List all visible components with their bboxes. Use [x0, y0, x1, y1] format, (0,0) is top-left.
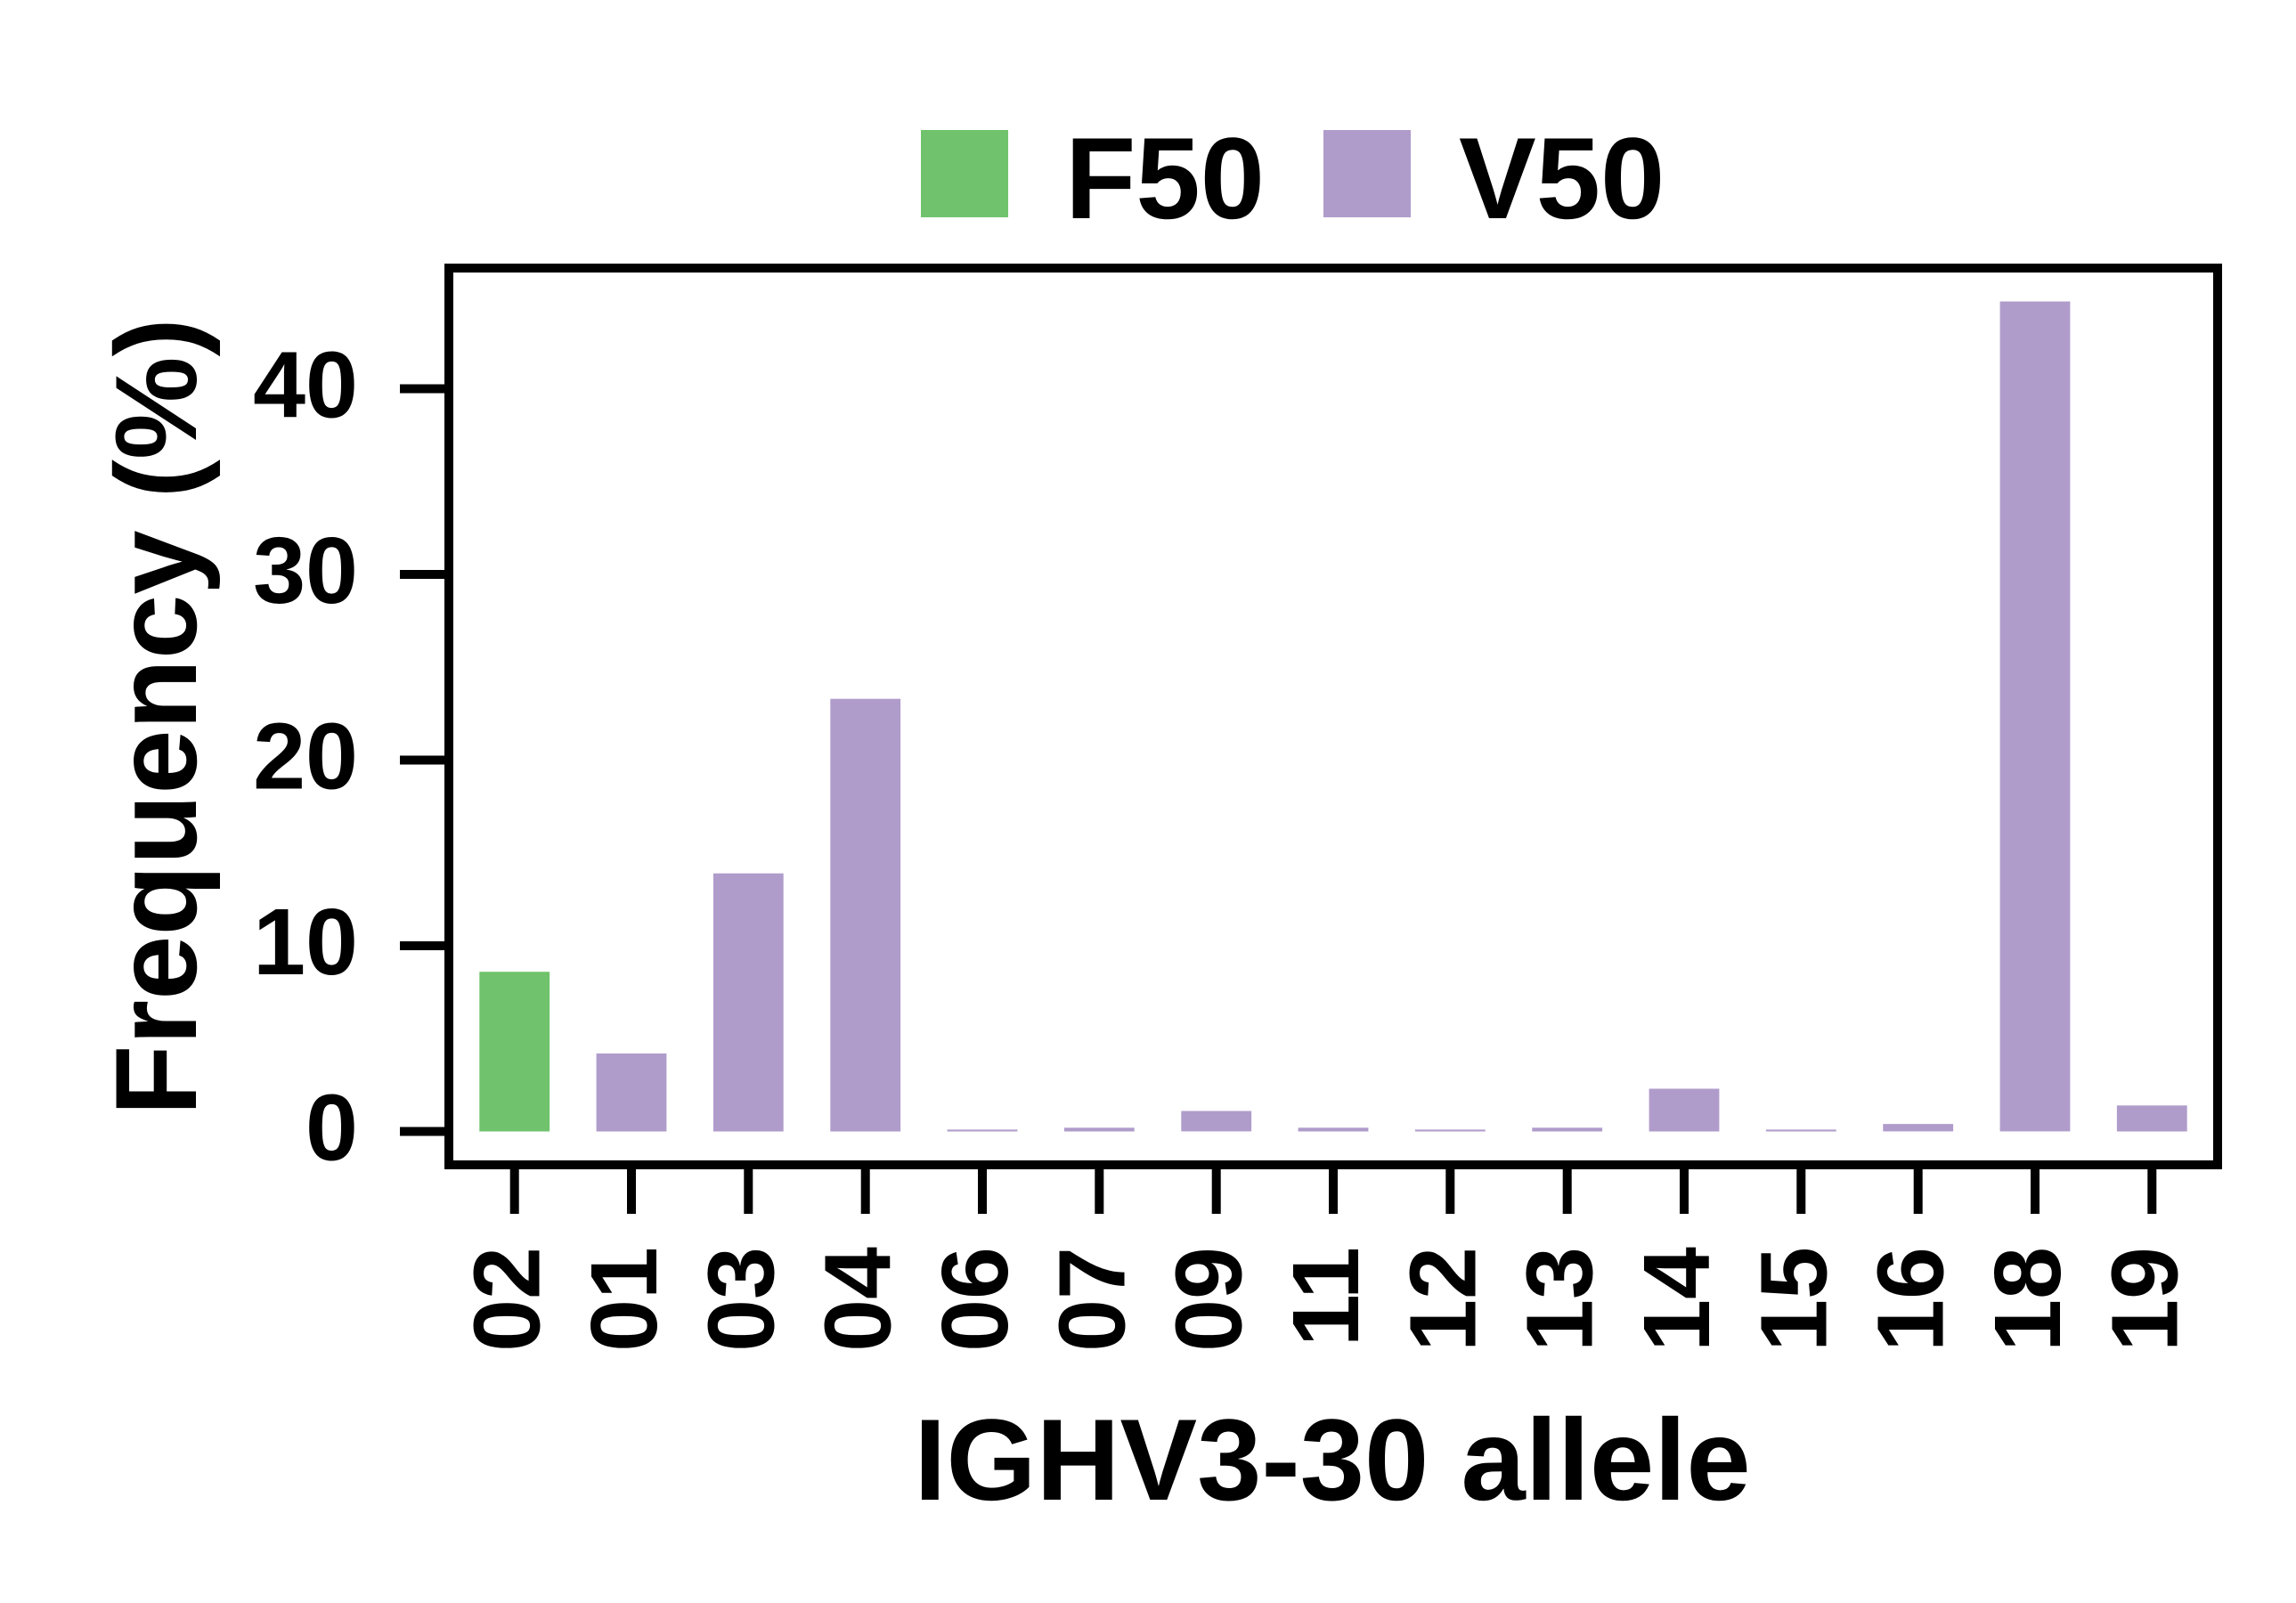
bar-01	[596, 1053, 667, 1132]
x-tick-label-06: 06	[923, 1247, 1028, 1352]
bar-15	[1765, 1129, 1836, 1132]
x-tick-label-14: 14	[1624, 1247, 1730, 1352]
bar-12	[1414, 1129, 1486, 1132]
legend-label-v50: V50	[1459, 113, 1665, 243]
x-tick-label-13: 13	[1508, 1247, 1613, 1352]
y-tick-label-30: 30	[253, 518, 358, 623]
y-tick-label-40: 40	[253, 333, 358, 438]
plot-frame	[444, 264, 2222, 1169]
bars	[479, 301, 2187, 1132]
bar-18	[1999, 301, 2071, 1132]
bar-19	[2116, 1105, 2187, 1132]
x-tick-label-16: 16	[1859, 1247, 1964, 1352]
bar-11	[1298, 1127, 1369, 1132]
legend-swatch-v50	[1323, 130, 1411, 217]
y-tick-label-0: 0	[305, 1076, 358, 1181]
bar-13	[1532, 1127, 1603, 1132]
x-tick-label-03: 03	[688, 1247, 794, 1352]
x-tick-label-09: 09	[1157, 1247, 1262, 1352]
x-tick-label-11: 11	[1274, 1247, 1379, 1347]
bar-04	[830, 698, 901, 1132]
x-tick-label-07: 07	[1039, 1247, 1144, 1352]
x-tick-label-01: 01	[572, 1247, 677, 1352]
bar-03	[712, 873, 784, 1132]
bar-06	[947, 1129, 1018, 1132]
y-axis: 0 10 20 30 40	[253, 333, 449, 1181]
x-tick-label-19: 19	[2092, 1247, 2197, 1352]
legend: F50 V50	[921, 113, 1665, 243]
x-tick-label-18: 18	[1975, 1247, 2080, 1352]
legend-label-f50: F50	[1065, 113, 1265, 243]
bar-16	[1883, 1124, 1954, 1132]
x-tick-label-02: 02	[455, 1247, 560, 1352]
x-tick-label-12: 12	[1390, 1247, 1495, 1352]
bar-09	[1181, 1111, 1252, 1132]
x-tick-label-04: 04	[806, 1247, 911, 1352]
x-axis-title: IGHV3-30 allele	[914, 1395, 1750, 1525]
x-axis: 02 01 03 04 06 07 09 11 12 13 14 15 16 18 19	[455, 1165, 2197, 1352]
y-axis-title: Frequency (%)	[91, 318, 221, 1116]
y-tick-label-10: 10	[253, 890, 358, 995]
bar-02	[479, 972, 550, 1132]
legend-swatch-f50	[921, 130, 1008, 217]
bar-14	[1649, 1088, 1720, 1132]
bar-07	[1063, 1127, 1135, 1132]
y-tick-label-20: 20	[253, 704, 358, 810]
x-tick-label-15: 15	[1741, 1247, 1846, 1352]
